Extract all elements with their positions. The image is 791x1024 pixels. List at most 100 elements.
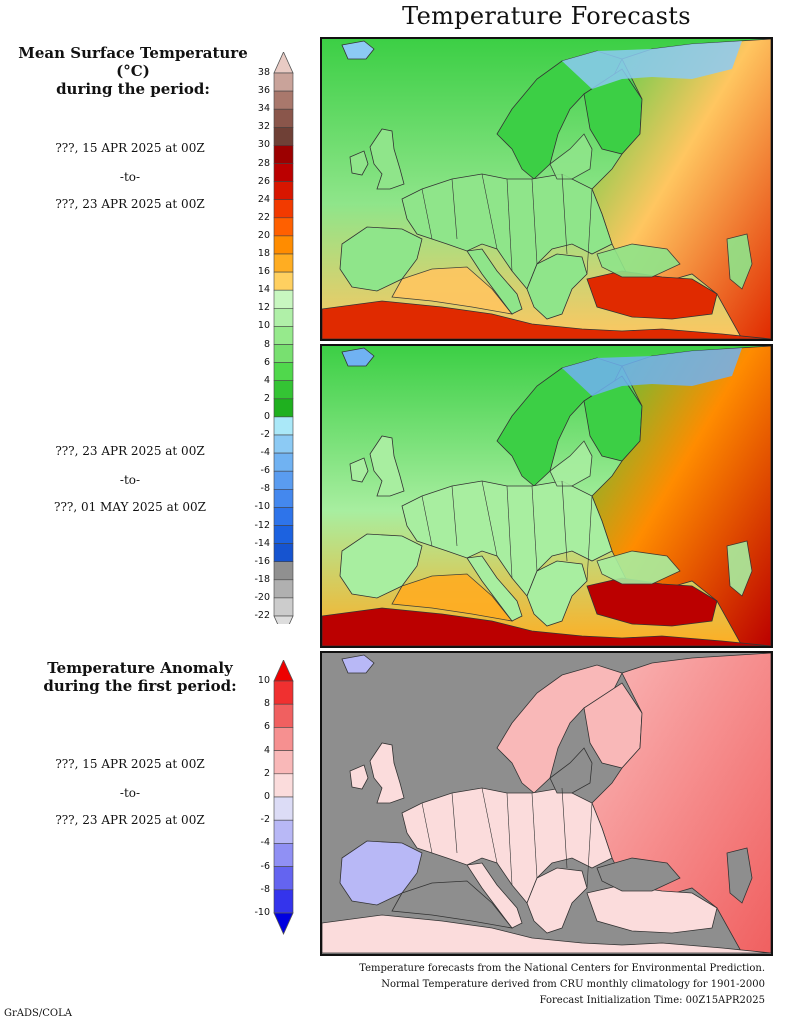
land-continent bbox=[401, 173, 613, 290]
seas bbox=[391, 133, 753, 315]
temperature-colorbar-segment bbox=[273, 488, 294, 508]
temperature-colorbar-segment bbox=[273, 579, 294, 599]
footer-line-1: Temperature forecasts from the National … bbox=[359, 963, 765, 974]
border-line bbox=[531, 178, 538, 265]
temperature-colorbar-tick-label: -2 bbox=[260, 429, 270, 440]
border-line bbox=[506, 178, 513, 272]
land-iceland bbox=[341, 654, 375, 674]
temperature-colorbar-tick-label: 16 bbox=[257, 266, 270, 278]
land-balkans bbox=[526, 867, 588, 934]
cold-region bbox=[562, 41, 742, 89]
land-africa bbox=[322, 914, 771, 954]
anomaly-colorbar-segment bbox=[273, 703, 294, 728]
sea-black bbox=[596, 243, 681, 278]
temperature-colorbar-segment bbox=[273, 434, 294, 454]
anomaly-colorbar-segment bbox=[273, 889, 294, 914]
land-ireland bbox=[349, 457, 369, 483]
land-iberia bbox=[339, 840, 423, 906]
anomaly-colorbar-top-arrow bbox=[273, 659, 294, 682]
temperature-colorbar-segment bbox=[273, 507, 294, 526]
border-line bbox=[586, 188, 593, 275]
temperature-colorbar-segment bbox=[273, 108, 294, 128]
temperature-colorbar-tick-label: -22 bbox=[254, 610, 270, 621]
land-iberia bbox=[339, 533, 423, 599]
map-2-svg bbox=[322, 346, 771, 646]
border-line bbox=[421, 188, 433, 240]
temperature-colorbar-segment bbox=[273, 344, 294, 363]
temperature-colorbar-segment bbox=[273, 398, 294, 418]
temperature-colorbar-tick-label: 28 bbox=[257, 157, 270, 169]
temperature-colorbar-tick-label: -20 bbox=[254, 591, 270, 603]
temperature-colorbar-top-arrow bbox=[273, 51, 294, 74]
temperature-colorbar-segment bbox=[273, 199, 294, 219]
anomaly-colorbar-segment bbox=[273, 796, 294, 821]
temperature-colorbar-tick-label: -16 bbox=[254, 555, 270, 567]
temperature-colorbar-segment bbox=[273, 525, 294, 544]
border-line bbox=[586, 802, 593, 889]
seas bbox=[391, 440, 753, 622]
temperature-colorbar-tick-label: -6 bbox=[260, 465, 270, 477]
temperature-colorbar-tick-label: -4 bbox=[260, 447, 270, 459]
land-ireland bbox=[349, 764, 369, 790]
anomaly-colorbar-bottom-arrow bbox=[273, 912, 294, 935]
temperature-colorbar-tick-label: 20 bbox=[257, 229, 270, 241]
anomaly-heading-line1: Temperature Anomaly bbox=[47, 659, 233, 677]
temperature-colorbar-tick-label: -8 bbox=[260, 483, 270, 495]
border-line bbox=[421, 802, 433, 854]
page-title: Temperature Forecasts bbox=[402, 2, 691, 30]
temperature-colorbar-segment bbox=[273, 217, 294, 237]
temperature-colorbar-segment bbox=[273, 90, 294, 110]
anomaly-colorbar-tick-label: 2 bbox=[263, 767, 270, 779]
temperature-colorbar bbox=[250, 51, 300, 638]
sea-caspian bbox=[726, 540, 753, 597]
land-italy bbox=[466, 555, 523, 622]
anomaly-colorbar-tick-label: -8 bbox=[260, 883, 270, 895]
anomaly-colorbar-segment bbox=[273, 727, 294, 751]
border-line bbox=[451, 178, 458, 240]
border-line bbox=[586, 495, 593, 582]
anomaly-period-separator: -to- bbox=[119, 786, 141, 800]
border-line bbox=[451, 485, 458, 547]
land-ireland bbox=[349, 150, 369, 176]
land-africa bbox=[322, 300, 771, 339]
anomaly-colorbar-segment bbox=[273, 680, 294, 705]
temperature-colorbar-segment bbox=[273, 253, 294, 273]
sea-black bbox=[596, 857, 681, 892]
temperature-colorbar-tick-label: 36 bbox=[257, 85, 270, 97]
temperature-colorbar-tick-label: -10 bbox=[254, 501, 270, 513]
anomaly-colorbar-segment bbox=[273, 819, 294, 844]
country-borders bbox=[421, 173, 593, 275]
land-italy bbox=[466, 862, 523, 929]
anomaly-period-start: ???, 15 APR 2025 at 00Z bbox=[55, 757, 205, 771]
border-line bbox=[481, 480, 498, 557]
border-line bbox=[421, 495, 433, 547]
anomaly-colorbar-tick-label: -4 bbox=[260, 837, 270, 849]
footer-line-2: Normal Temperature derived from CRU mont… bbox=[381, 979, 765, 990]
map-3-svg bbox=[322, 653, 771, 954]
temperature-colorbar-segment bbox=[273, 362, 294, 382]
temperature-colorbar-tick-label: 4 bbox=[263, 374, 270, 386]
sea-black bbox=[596, 550, 681, 585]
anomaly-map-period-1 bbox=[320, 651, 773, 956]
border-line bbox=[561, 787, 568, 869]
period-2-end: ???, 01 MAY 2025 at 00Z bbox=[54, 500, 206, 514]
temperature-legend-heading: Mean Surface Temperature (°C) during the… bbox=[8, 44, 258, 98]
temperature-colorbar-tick-label: 0 bbox=[263, 410, 270, 422]
anomaly-colorbar-segment bbox=[273, 843, 294, 867]
temperature-heading-line2: during the period: bbox=[56, 80, 210, 98]
temperature-colorbar-tick-label: 18 bbox=[257, 248, 270, 259]
temperature-colorbar-segment bbox=[273, 145, 294, 164]
temperature-colorbar-segment bbox=[273, 561, 294, 581]
anomaly-colorbar-segment bbox=[273, 773, 294, 798]
anomaly-colorbar-tick-label: 8 bbox=[263, 698, 270, 710]
temperature-colorbar-tick-label: 12 bbox=[257, 302, 270, 314]
temperature-colorbar-segment bbox=[273, 452, 294, 472]
anomaly-legend-heading: Temperature Anomaly during the first per… bbox=[20, 659, 260, 695]
temperature-colorbar-segment bbox=[273, 271, 294, 291]
anomaly-colorbar-segment bbox=[273, 866, 294, 891]
land-britain bbox=[369, 128, 405, 190]
anomaly-colorbar-tick-label: -6 bbox=[260, 860, 270, 872]
sea-baltic bbox=[549, 440, 593, 487]
sea-med bbox=[391, 573, 513, 622]
temperature-map-period-2 bbox=[320, 344, 773, 648]
